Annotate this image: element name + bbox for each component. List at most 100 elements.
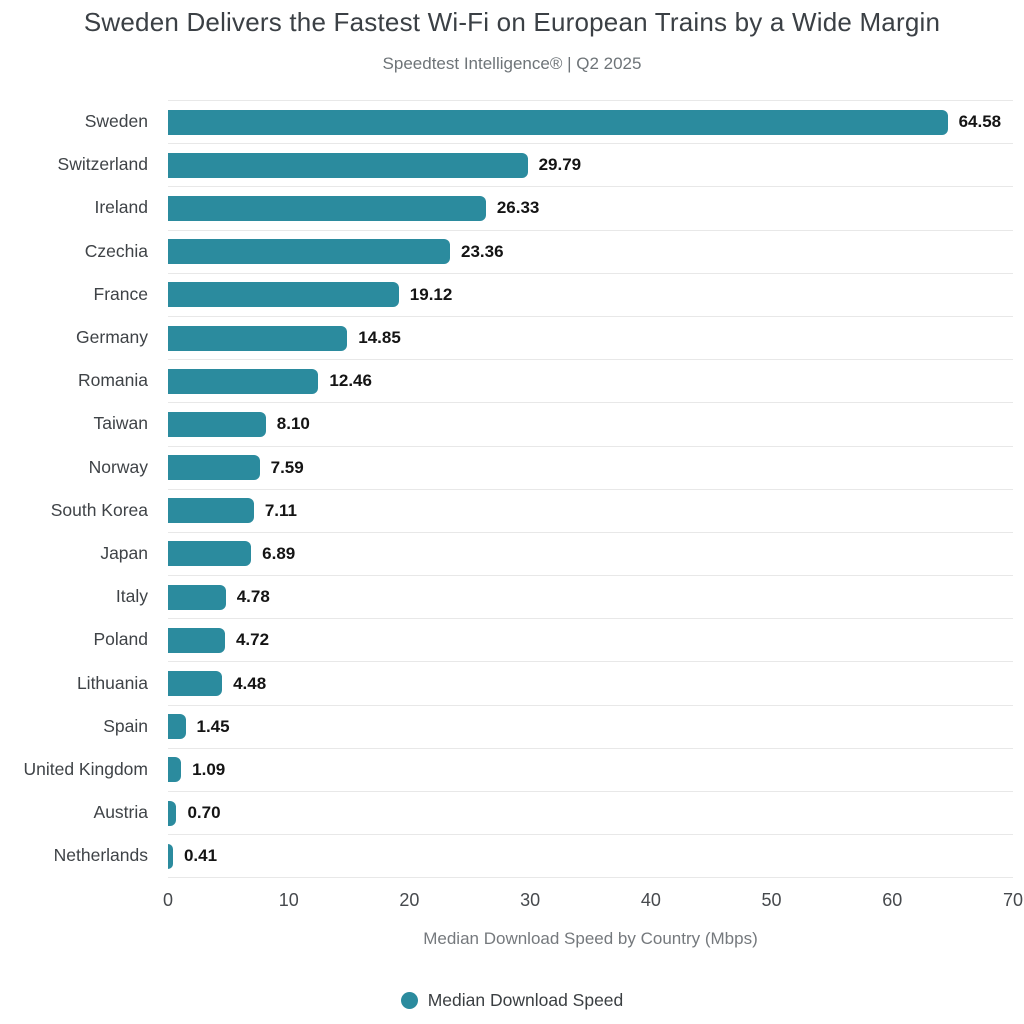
category-label: France <box>93 283 148 304</box>
x-axis-label: Median Download Speed by Country (Mbps) <box>423 929 758 949</box>
x-tick-label: 0 <box>162 890 174 911</box>
value-label: 0.70 <box>187 803 221 823</box>
bar[interactable] <box>168 671 223 697</box>
chart-row: Lithuania 4.48 <box>0 661 1013 704</box>
value-label: 12.46 <box>329 371 372 391</box>
category-label: Norway <box>88 456 148 477</box>
bar[interactable] <box>168 152 528 178</box>
chart-row: Switzerland 29.79 <box>0 143 1013 186</box>
value-label: 4.72 <box>235 630 270 650</box>
chart-row: Ireland 26.33 <box>0 186 1013 229</box>
chart-row: Spain 1.45 <box>0 704 1013 748</box>
value-label: 19.12 <box>409 284 453 304</box>
bar[interactable] <box>168 411 266 437</box>
chart-row: Sweden 64.58 <box>0 100 1013 143</box>
legend[interactable]: Median Download Speed <box>0 990 1024 1011</box>
chart-row: United Kingdom 1.09 <box>0 747 1013 791</box>
chart-row: Japan 6.89 <box>0 531 1013 575</box>
bar[interactable] <box>168 584 226 610</box>
value-label: 1.09 <box>192 759 226 779</box>
value-label: 4.48 <box>233 673 267 693</box>
category-label: Romania <box>77 370 148 391</box>
chart-title: Sweden Delivers the Fastest Wi-Fi on Eur… <box>83 7 941 37</box>
category-label: Italy <box>115 586 148 607</box>
value-label: 8.10 <box>276 414 310 434</box>
category-label: Poland <box>93 629 149 650</box>
bar[interactable] <box>168 800 177 826</box>
value-label: 26.33 <box>496 198 540 218</box>
chart-row: Netherlands 0.41 <box>0 834 1013 877</box>
chart-row: Taiwan 8.10 <box>0 402 1013 445</box>
bar-track: 0.41 <box>168 834 1013 877</box>
bar[interactable] <box>168 757 182 783</box>
chart-row: Austria 0.70 <box>0 791 1013 834</box>
plot-bottom-line <box>168 877 1013 879</box>
chart-row: Norway 7.59 <box>0 445 1013 489</box>
bar[interactable] <box>168 325 348 351</box>
bar-track: 4.72 <box>168 618 1013 661</box>
bar-track: 4.78 <box>168 575 1013 618</box>
bar-track: 1.09 <box>168 747 1013 791</box>
category-label: Ireland <box>94 197 148 218</box>
category-label: Austria <box>93 802 148 823</box>
bar[interactable] <box>168 498 254 524</box>
bar[interactable] <box>168 627 225 653</box>
value-label: 6.89 <box>262 543 296 563</box>
bar[interactable] <box>168 714 186 740</box>
plot-area: Sweden 64.58 Switzerland 29.79 Ireland 26.33 C… <box>0 100 1013 877</box>
bar[interactable] <box>168 368 319 394</box>
chart-row: Italy 4.78 <box>0 575 1013 618</box>
value-label: 64.58 <box>958 112 1002 132</box>
value-label: 4.78 <box>236 587 270 607</box>
bar[interactable] <box>168 195 486 221</box>
chart-row: Czechia 23.36 <box>0 229 1013 273</box>
bar[interactable] <box>168 843 173 869</box>
bar[interactable] <box>168 109 948 135</box>
bar-track: 26.33 <box>168 186 1013 229</box>
legend-marker-icon <box>400 992 418 1010</box>
category-label: Spain <box>103 715 148 736</box>
bar-track: 12.46 <box>168 359 1013 402</box>
bar-track: 1.45 <box>168 704 1013 748</box>
chart-row: Romania 12.46 <box>0 359 1013 402</box>
bar[interactable] <box>168 455 260 481</box>
category-label: Czechia <box>84 240 148 261</box>
x-tick-label: 70 <box>1002 890 1024 911</box>
category-label: Lithuania <box>76 672 148 693</box>
x-tick-label: 20 <box>399 890 420 911</box>
legend-label: Median Download Speed <box>427 990 624 1011</box>
bar-track: 14.85 <box>168 315 1013 359</box>
value-label: 1.45 <box>196 716 230 736</box>
bar-track: 8.10 <box>168 402 1013 445</box>
value-label: 23.36 <box>460 241 504 261</box>
bar-track: 23.36 <box>168 229 1013 273</box>
chart-row: South Korea 7.11 <box>0 488 1013 532</box>
x-tick-label: 60 <box>882 890 903 911</box>
chart-subtitle: Speedtest Intelligence® | Q2 2025 <box>382 54 642 73</box>
bar[interactable] <box>168 239 450 265</box>
bar-track: 7.11 <box>168 488 1013 532</box>
x-tick-label: 10 <box>278 890 299 911</box>
bar-track: 64.58 <box>168 100 1013 143</box>
chart-row: Germany 14.85 <box>0 315 1013 359</box>
bar-track: 4.48 <box>168 661 1013 704</box>
category-label: South Korea <box>50 499 148 520</box>
bar-track: 7.59 <box>168 445 1013 489</box>
value-label: 14.85 <box>358 328 401 348</box>
bar-track: 19.12 <box>168 272 1013 316</box>
category-label: Sweden <box>84 111 148 132</box>
value-label: 7.59 <box>270 457 304 477</box>
chart-row: France 19.12 <box>0 272 1013 316</box>
category-label: Switzerland <box>57 154 148 175</box>
bar[interactable] <box>168 541 252 567</box>
bar-track: 6.89 <box>168 531 1013 575</box>
x-tick-label: 40 <box>640 890 661 911</box>
x-axis: 0 10 20 30 40 50 60 70 <box>163 890 1023 912</box>
bar[interactable] <box>168 282 399 308</box>
category-label: Germany <box>76 327 148 348</box>
bar-track: 0.70 <box>168 791 1013 834</box>
category-label: Netherlands <box>53 845 148 866</box>
value-label: 7.11 <box>264 500 297 520</box>
x-tick-label: 50 <box>761 890 782 911</box>
